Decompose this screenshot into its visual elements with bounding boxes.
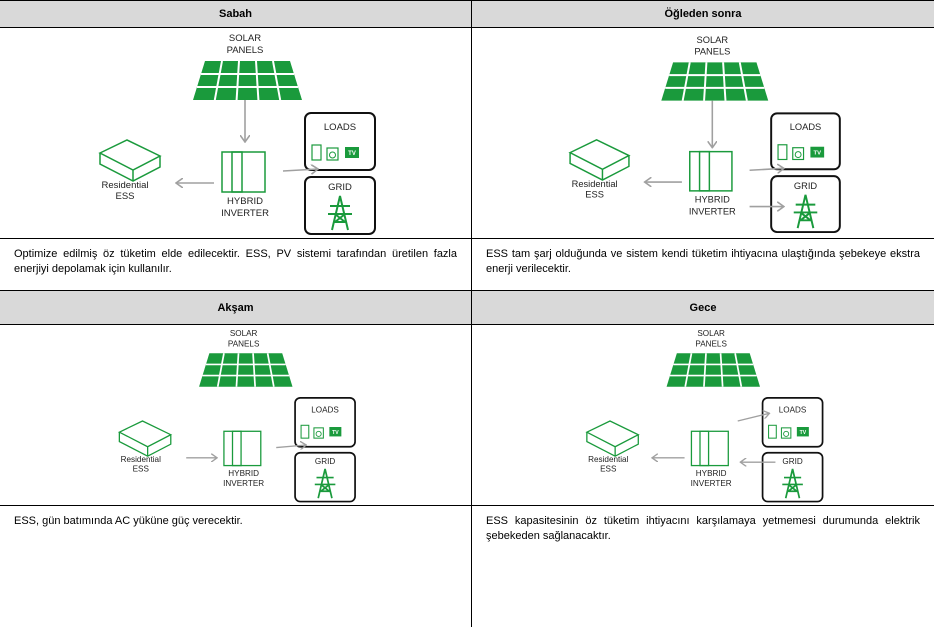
solar-label: PANELS [694, 47, 730, 57]
panel-description: ESS, gün batımında AC yüküne güç verecek… [0, 505, 471, 627]
inverter-label: INVERTER [223, 479, 264, 488]
ess-label: ESS [585, 190, 604, 200]
tv-label: TV [800, 430, 807, 436]
grid-label: GRID [794, 181, 818, 191]
ess-icon [100, 140, 160, 181]
page: SabahSOLARPANELSLOADSTVGRIDHYBRIDINVERTE… [0, 0, 934, 627]
inverter-label: HYBRID [696, 469, 727, 478]
inverter-label: HYBRID [228, 469, 259, 478]
panel-description: ESS tam şarj olduğunda ve sistem kendi t… [472, 238, 934, 290]
tv-label: TV [348, 151, 356, 157]
inverter-box [222, 152, 265, 192]
ess-label: Residential [121, 455, 161, 464]
grid-label: GRID [328, 182, 352, 193]
loads-label: LOADS [324, 122, 356, 133]
solar-label: PANELS [695, 339, 727, 348]
solar-label: SOLAR [697, 329, 725, 338]
inverter-label: HYBRID [227, 196, 263, 207]
inverter-label: INVERTER [689, 206, 736, 216]
ess-icon [119, 421, 170, 456]
solar-panel [661, 62, 768, 100]
inverter-box [690, 152, 732, 191]
inverter-label: HYBRID [695, 195, 730, 205]
panel-title: Sabah [0, 0, 471, 28]
ess-icon [587, 421, 638, 456]
grid-label: GRID [315, 457, 335, 466]
ess-icon [570, 140, 629, 180]
column-divider [471, 0, 472, 627]
tv-label: TV [814, 151, 822, 157]
solar-panel [193, 61, 302, 100]
loads-label: LOADS [779, 405, 807, 414]
solar-panel [667, 353, 760, 386]
solar-label: SOLAR [697, 35, 729, 45]
ess-label: ESS [133, 465, 150, 474]
tv-label: TV [332, 430, 339, 436]
ess-label: Residential [588, 455, 628, 464]
panel-title: Akşam [0, 290, 471, 325]
inverter-box [224, 431, 261, 465]
ess-label: ESS [115, 191, 134, 202]
ess-label: ESS [600, 465, 617, 474]
panel-title: Gece [472, 290, 934, 325]
loads-label: LOADS [311, 405, 339, 414]
inverter-label: INVERTER [221, 208, 269, 219]
inverter-label: INVERTER [691, 479, 732, 488]
solar-panel [199, 353, 292, 386]
ess-label: Residential [572, 179, 618, 189]
ess-label: Residential [102, 180, 149, 191]
grid-label: GRID [782, 457, 802, 466]
solar-label: PANELS [227, 45, 264, 56]
diagram: SOLARPANELS LOADS TV GRID HYBRIDINVERTER Resi… [0, 325, 471, 505]
solar-label: SOLAR [229, 33, 261, 44]
inverter-box [691, 431, 728, 465]
solar-label: SOLAR [230, 329, 258, 338]
panel-description: Optimize edilmiş öz tüketim elde edilece… [0, 238, 471, 290]
solar-label: PANELS [228, 339, 260, 348]
panel-description: ESS kapasitesinin öz tüketim ihtiyacını … [472, 505, 934, 627]
loads-label: LOADS [790, 122, 822, 132]
diagram: SOLARPANELS LOADS TV GRID HYBRIDINVERTER Resi… [0, 28, 471, 238]
panel-title: Öğleden sonra [472, 0, 934, 28]
